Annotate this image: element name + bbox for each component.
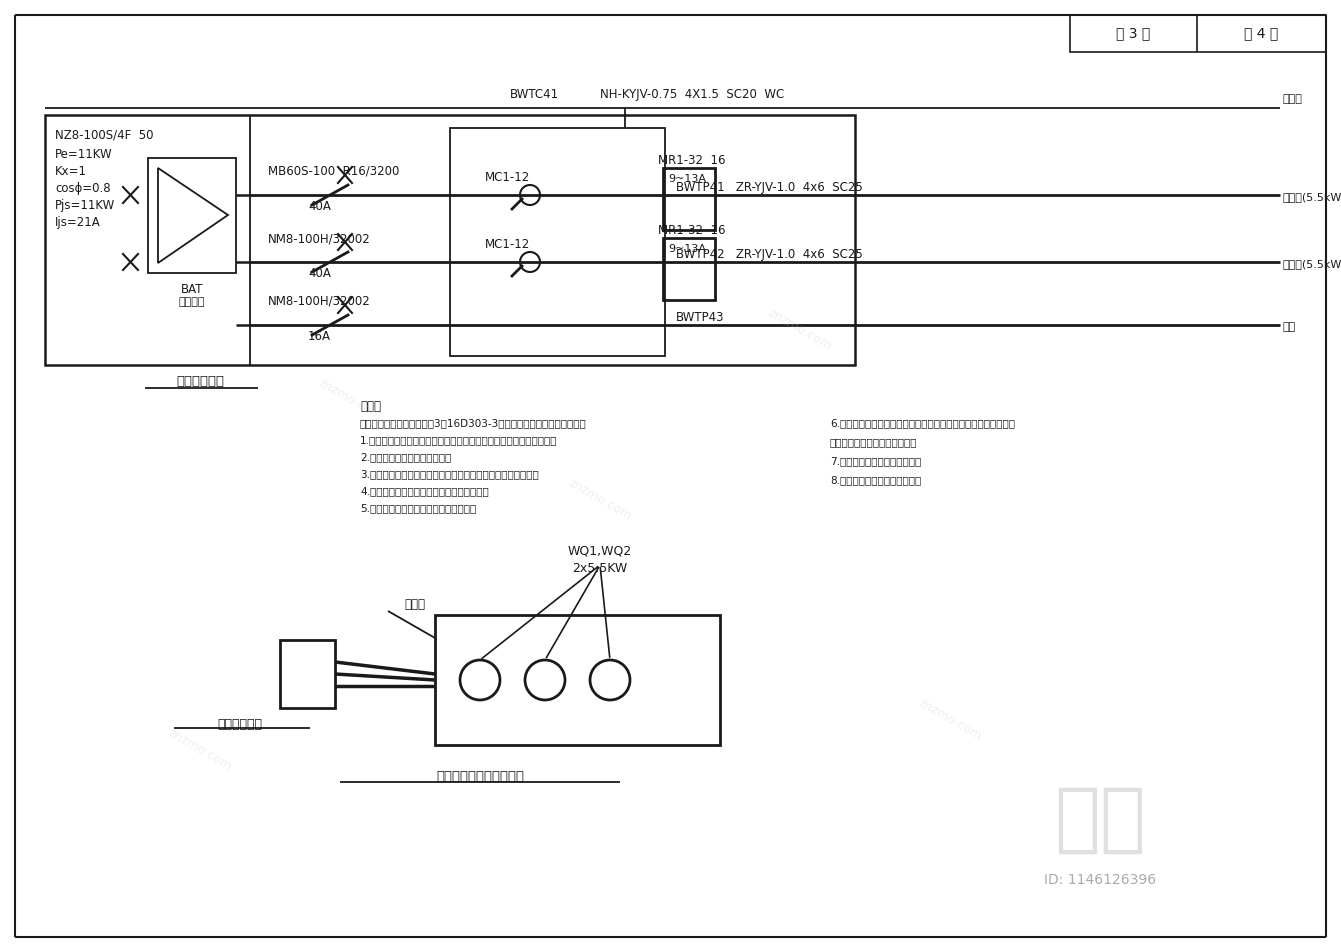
Text: Ijs=21A: Ijs=21A (55, 216, 101, 229)
Text: 开关安装过流保护，选用断路。: 开关安装过流保护，选用断路。 (830, 437, 917, 447)
Text: znzmo.com: znzmo.com (566, 477, 634, 524)
Text: 4.水泵一应一控制相应，可以手动远程控制。: 4.水泵一应一控制相应，可以手动远程控制。 (359, 486, 488, 496)
Text: MR1-32  16: MR1-32 16 (658, 224, 725, 237)
Bar (451, 128, 665, 356)
Text: NM8-100H/32002: NM8-100H/32002 (268, 295, 370, 308)
Bar (434, 615, 720, 745)
Text: 附注：: 附注： (359, 400, 381, 413)
Text: 6.开关安装电流电器，作为电动机单相接地故障保护，缺相则断。: 6.开关安装电流电器，作为电动机单相接地故障保护，缺相则断。 (830, 418, 1015, 428)
Text: 潜水泵控制二次回路图参要3　16D303-3》（常用潜水泵控制回路图）。: 潜水泵控制二次回路图参要3 16D303-3》（常用潜水泵控制回路图）。 (359, 418, 587, 428)
Text: MC1-12: MC1-12 (485, 171, 531, 184)
Text: BWTP43: BWTP43 (676, 311, 724, 324)
Text: 潜水泵控制箱: 潜水泵控制箱 (217, 718, 263, 731)
Text: 共 4 页: 共 4 页 (1244, 26, 1278, 40)
Text: NH-KYJV-0.75  4X1.5  SC20  WC: NH-KYJV-0.75 4X1.5 SC20 WC (599, 88, 784, 101)
Text: MR1-32  16: MR1-32 16 (658, 154, 725, 167)
Text: 潜水泵(5.5kW): 潜水泵(5.5kW) (1283, 259, 1341, 269)
Text: 9~13A: 9~13A (668, 174, 705, 184)
Text: Pjs=11KW: Pjs=11KW (55, 199, 115, 212)
Text: BAT: BAT (181, 283, 204, 296)
Text: 液位计: 液位计 (405, 598, 425, 611)
Bar (1070, 15, 1326, 52)
Text: 7.电动机起动方式为直接起动。: 7.电动机起动方式为直接起动。 (830, 456, 921, 466)
Text: 3.水泵平时由水位控制器自动控制，高水位报警，低水位停泵。: 3.水泵平时由水位控制器自动控制，高水位报警，低水位停泵。 (359, 469, 539, 479)
Bar (280, 640, 335, 708)
Text: znzmo.com: znzmo.com (916, 697, 984, 744)
Text: 1.水泵分设二组，平时一台工作，备用一台备用。备用水泵一旦工作。: 1.水泵分设二组，平时一台工作，备用一台备用。备用水泵一旦工作。 (359, 435, 558, 445)
Text: 5.备用水泵工作时水位控制失效时初始。: 5.备用水泵工作时水位控制失效时初始。 (359, 503, 476, 513)
Text: 16A: 16A (308, 330, 331, 343)
Text: 40A: 40A (308, 267, 331, 280)
Text: WQ1,WQ2: WQ1,WQ2 (567, 545, 632, 558)
Text: znzmo.com: znzmo.com (316, 377, 384, 424)
Text: 液位计: 液位计 (1283, 94, 1303, 104)
Text: Pe=11KW: Pe=11KW (55, 148, 113, 161)
Text: 8.其他水泵设置参见专业工图。: 8.其他水泵设置参见专业工图。 (830, 475, 921, 485)
Text: znzmo.com: znzmo.com (766, 307, 834, 353)
Text: Kx=1: Kx=1 (55, 165, 87, 178)
Text: BWTP42   ZR-YJV-1.0  4x6  SC25: BWTP42 ZR-YJV-1.0 4x6 SC25 (676, 248, 862, 261)
Bar (46, 115, 856, 365)
Text: BWTC41: BWTC41 (510, 88, 559, 101)
Text: 40A: 40A (308, 200, 331, 213)
Text: 备用: 备用 (1283, 322, 1297, 332)
Text: 知末: 知末 (1054, 783, 1145, 857)
Text: （刹切）: （刹切） (178, 297, 205, 307)
Bar (148, 158, 236, 273)
Text: 潜水泵控制箱: 潜水泵控制箱 (176, 375, 224, 388)
Text: 潜水泵(5.5kW): 潜水泵(5.5kW) (1283, 192, 1341, 202)
Text: 2.潜水泵开机，及时通知运汉。: 2.潜水泵开机，及时通知运汉。 (359, 452, 452, 462)
Text: ID: 1146126396: ID: 1146126396 (1043, 873, 1156, 887)
Text: 潜水泵控制箱平面示意图: 潜水泵控制箱平面示意图 (436, 770, 524, 783)
Bar (662, 238, 715, 300)
Text: MB60S-100  R16/3200: MB60S-100 R16/3200 (268, 165, 400, 178)
Text: BWTP41   ZR-YJV-1.0  4x6  SC25: BWTP41 ZR-YJV-1.0 4x6 SC25 (676, 181, 862, 194)
Text: cosϕ=0.8: cosϕ=0.8 (55, 182, 110, 195)
Text: MC1-12: MC1-12 (485, 238, 531, 251)
Text: znzmo.com: znzmo.com (166, 726, 235, 773)
Text: NZ8-100S/4F  50: NZ8-100S/4F 50 (55, 128, 153, 141)
Text: 9~13A: 9~13A (668, 244, 705, 254)
Text: NM8-100H/32002: NM8-100H/32002 (268, 232, 370, 245)
Text: 第 3 页: 第 3 页 (1116, 26, 1151, 40)
Bar (662, 168, 715, 230)
Text: 2x5.5KW: 2x5.5KW (573, 562, 628, 575)
